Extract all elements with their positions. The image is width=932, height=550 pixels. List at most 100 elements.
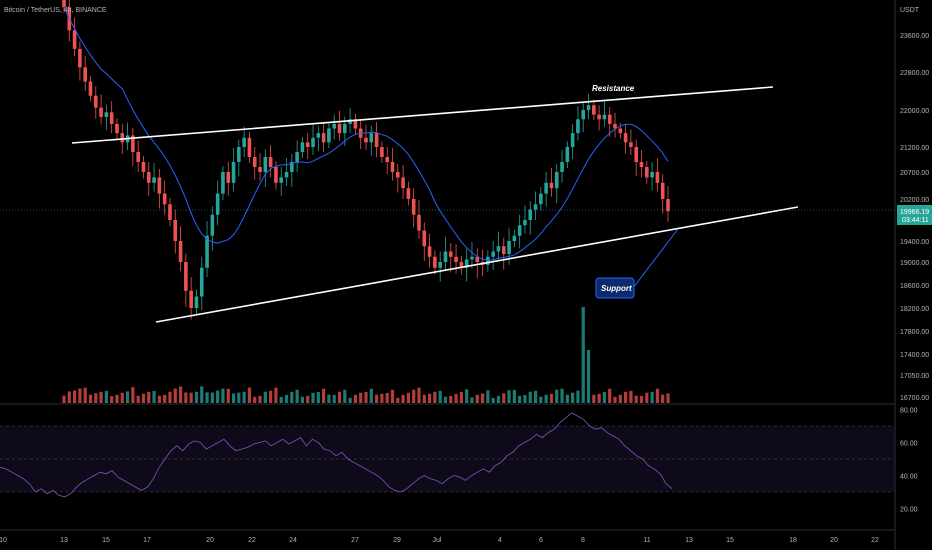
candle-body bbox=[634, 147, 639, 162]
price-tick-label: 17050.00 bbox=[900, 373, 929, 380]
time-tick-label: 8 bbox=[581, 537, 585, 544]
candle-body bbox=[168, 204, 172, 220]
volume-bar bbox=[571, 392, 575, 403]
price-tick-label: 19400.00 bbox=[900, 239, 929, 246]
resistance-trendline bbox=[71, 86, 774, 144]
volume-bar bbox=[337, 391, 342, 403]
candle-body bbox=[252, 157, 257, 167]
candle-body bbox=[316, 133, 321, 138]
support-trendline bbox=[155, 206, 799, 323]
volume-bar bbox=[427, 393, 432, 403]
volume-bar bbox=[343, 389, 347, 403]
time-tick-label: 4 bbox=[498, 537, 502, 544]
volume-bar bbox=[597, 393, 601, 403]
candle-body bbox=[62, 0, 66, 8]
volume-bar bbox=[110, 396, 114, 403]
candle-body bbox=[104, 112, 109, 117]
volume-bar bbox=[417, 387, 421, 403]
time-axis[interactable]: 10 13 15 17 20 22 24 27 29 Jul 4 6 8 11 13 15 18 20 22 bbox=[0, 537, 879, 544]
candle-body bbox=[491, 251, 495, 257]
volume-bar bbox=[221, 388, 225, 403]
candle-body bbox=[618, 128, 623, 134]
volume-bar bbox=[353, 394, 358, 403]
candle-body bbox=[215, 193, 220, 215]
candle-body bbox=[274, 167, 278, 183]
volume-bar bbox=[300, 396, 305, 403]
candle-body bbox=[411, 199, 416, 215]
candle-body bbox=[544, 182, 548, 194]
candle-body bbox=[226, 172, 231, 183]
volume-bar bbox=[125, 391, 130, 403]
candle-body bbox=[512, 235, 517, 241]
candle-body bbox=[666, 199, 670, 212]
volume-bar bbox=[94, 393, 98, 403]
volume-bar bbox=[62, 395, 66, 403]
candle-body bbox=[141, 162, 146, 172]
candle-body bbox=[189, 290, 193, 308]
candle-body bbox=[607, 114, 612, 124]
candle-body bbox=[459, 262, 464, 268]
candle-body bbox=[231, 162, 236, 183]
candle-body bbox=[136, 152, 140, 162]
volume-bar bbox=[226, 388, 230, 403]
candle-body bbox=[99, 107, 103, 117]
candle-body bbox=[565, 147, 570, 162]
volume-bar bbox=[412, 389, 416, 403]
candle-body bbox=[380, 147, 384, 157]
volume-bar bbox=[369, 388, 373, 403]
volume-bar bbox=[613, 396, 617, 403]
candle-body bbox=[115, 123, 119, 134]
volume-bar bbox=[253, 396, 257, 403]
volume-bar bbox=[78, 388, 82, 403]
volume-bar bbox=[322, 388, 326, 403]
candle-body bbox=[464, 259, 469, 268]
candle-body bbox=[433, 256, 437, 268]
price-tick-label: 19000.00 bbox=[900, 260, 929, 267]
volume-bar bbox=[645, 392, 649, 403]
chart-title: Bitcoin / TetherUS, 4h, BINANCE bbox=[4, 7, 107, 14]
candle-body bbox=[581, 110, 586, 120]
volume-bar bbox=[147, 391, 151, 403]
volume-bar bbox=[72, 390, 77, 403]
candle-body bbox=[422, 230, 427, 247]
candle-body bbox=[131, 135, 135, 152]
candle-body bbox=[533, 204, 538, 210]
volume-bar bbox=[269, 390, 273, 403]
volume-bar bbox=[247, 387, 252, 403]
volume-bar bbox=[390, 389, 395, 403]
candle-body bbox=[443, 251, 448, 262]
time-tick-label: 18 bbox=[789, 537, 797, 544]
volume-bar bbox=[650, 391, 654, 403]
volume-bar bbox=[173, 388, 177, 403]
volume-bar bbox=[449, 395, 453, 403]
time-tick-label: Jul bbox=[433, 537, 442, 544]
candle-body bbox=[237, 147, 241, 162]
candle-body bbox=[184, 262, 188, 291]
candle-body bbox=[72, 30, 77, 49]
volume-bar bbox=[586, 350, 591, 403]
candle-body bbox=[369, 133, 374, 143]
candle-body bbox=[438, 262, 442, 268]
candle-body bbox=[194, 296, 199, 308]
volume-bar bbox=[491, 397, 495, 403]
time-tick-label: 15 bbox=[726, 537, 734, 544]
volume-bar bbox=[115, 394, 119, 403]
candle-body bbox=[570, 133, 575, 147]
candle-body bbox=[554, 172, 559, 189]
time-tick-label: 6 bbox=[539, 537, 543, 544]
candle-body bbox=[263, 157, 268, 172]
candle-body bbox=[660, 182, 665, 199]
volume-bar bbox=[242, 391, 246, 403]
candle-body bbox=[427, 246, 432, 257]
time-tick-label: 22 bbox=[248, 537, 256, 544]
moving-average-line bbox=[63, 7, 669, 261]
candle-body bbox=[109, 112, 114, 124]
volume-bar bbox=[327, 394, 331, 403]
candle-body bbox=[655, 172, 660, 183]
volume-bar bbox=[486, 390, 490, 403]
candle-body bbox=[528, 209, 533, 220]
volume-bar bbox=[216, 390, 220, 403]
volume-bar bbox=[306, 395, 310, 403]
price-axis[interactable]: 23600.00 22800.00 22000.00 21200.00 20700.00… bbox=[900, 33, 929, 402]
